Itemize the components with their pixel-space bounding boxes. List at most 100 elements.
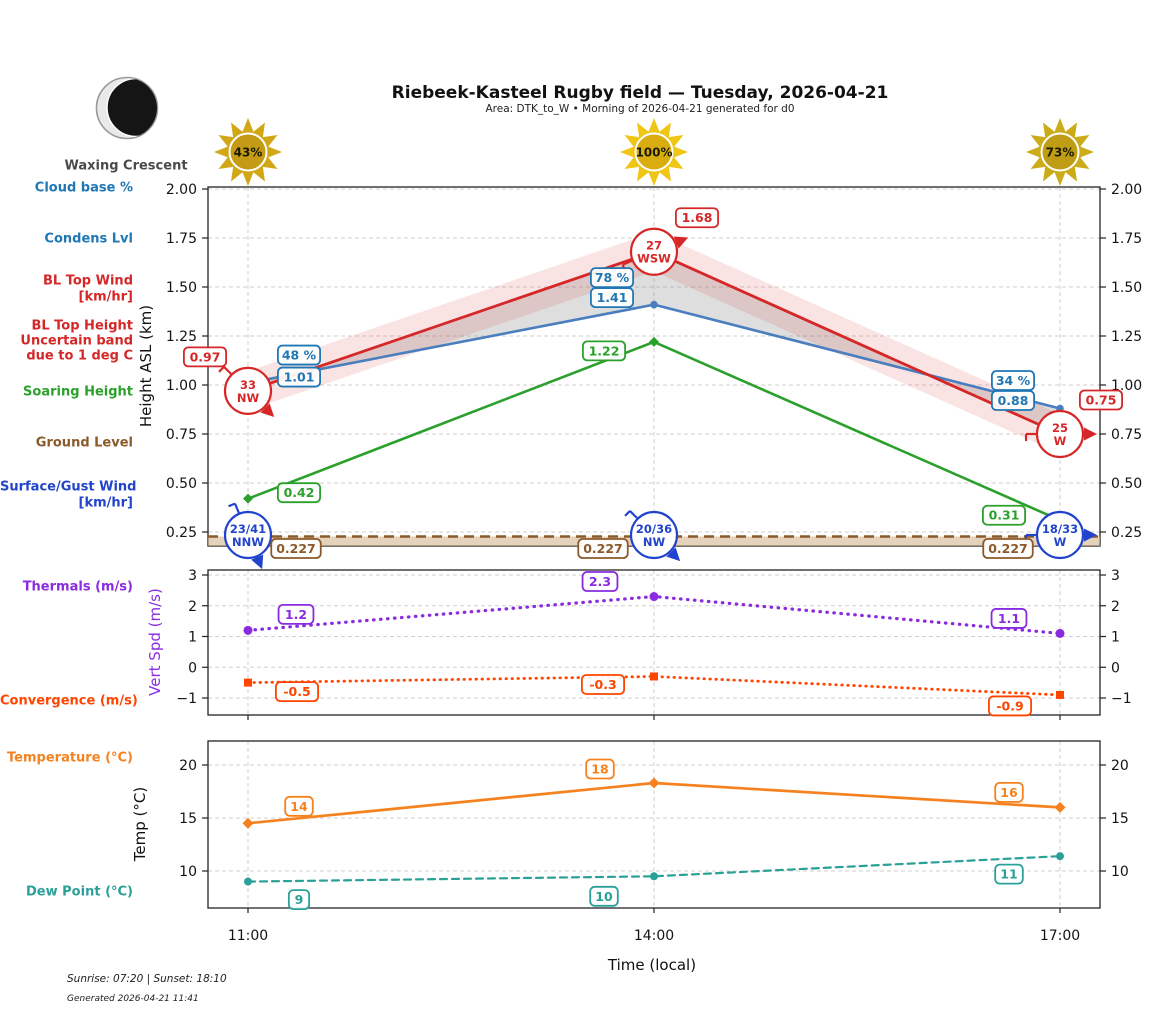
panel-temperature: 20 20 15 15 10 10 14 18 16 9 10 11 bbox=[179, 740, 1129, 913]
wind-tail bbox=[629, 510, 638, 519]
value-label-box bbox=[582, 340, 627, 362]
page-subtitle: Area: DTK_to_W • Morning of 2026-04-21 g… bbox=[485, 103, 795, 115]
y-tick-label: 1 bbox=[188, 630, 197, 646]
value-label-box bbox=[276, 366, 321, 388]
page-title: Riebeek-Kasteel Rugby field — Tuesday, 2… bbox=[391, 83, 889, 103]
value-label-box bbox=[276, 344, 321, 366]
y-tick-label: 1.25 bbox=[1111, 329, 1142, 345]
wind-speed-text: 33 bbox=[240, 378, 256, 392]
wind-dir-text: NNW bbox=[232, 535, 264, 549]
y-tick-label: 10 bbox=[179, 864, 197, 880]
y-tick-label: 1 bbox=[1111, 630, 1120, 646]
value-label: 1.68 bbox=[682, 210, 713, 225]
marker-diamond bbox=[1054, 801, 1066, 813]
y-tick-label: 20 bbox=[179, 758, 197, 774]
wind-speed-text: 20/36 bbox=[636, 522, 672, 536]
value-label: 0.88 bbox=[998, 393, 1029, 408]
wind-dir-text: W bbox=[1054, 434, 1067, 448]
x-tick-11: 11:00 bbox=[227, 928, 269, 944]
value-label-box bbox=[277, 603, 315, 625]
value-label: 1.1 bbox=[998, 611, 1020, 626]
value-label: 0.42 bbox=[284, 485, 315, 500]
y-tick-label: 15 bbox=[1111, 811, 1129, 827]
y-tick-label: 1.50 bbox=[1111, 280, 1142, 296]
y-tick-label: 1.50 bbox=[166, 280, 197, 296]
bl-condens-band bbox=[248, 251, 1060, 434]
value-label-box bbox=[270, 538, 322, 559]
value-label: 14 bbox=[290, 799, 308, 814]
value-label-box bbox=[287, 889, 311, 910]
y-tick-label: 3 bbox=[1111, 568, 1120, 584]
label-temperature: Temperature (°C) bbox=[7, 750, 133, 766]
y-tick-label: 1.25 bbox=[166, 329, 197, 345]
label-ground-level: Ground Level bbox=[35, 435, 133, 451]
wind-tail bbox=[233, 503, 240, 514]
x-axis-label: Time (local) bbox=[607, 956, 697, 974]
value-label-box bbox=[276, 482, 321, 504]
wind-tail bbox=[223, 366, 232, 375]
value-label-box bbox=[675, 207, 720, 229]
y-tick-label: 0.25 bbox=[1111, 525, 1142, 541]
wind-speed-text: 25 bbox=[1052, 421, 1068, 435]
value-label-box bbox=[284, 795, 314, 817]
label-thermals: Thermals (m/s) bbox=[22, 579, 133, 595]
y-tick-label: 0.75 bbox=[1111, 427, 1142, 443]
value-label: 9 bbox=[295, 892, 304, 907]
label-cloud-base: Cloud base % bbox=[34, 180, 133, 196]
value-label-box bbox=[988, 695, 1033, 717]
label-uncertain-band: Uncertain band bbox=[20, 333, 133, 349]
label-soaring-height: Soaring Height bbox=[23, 384, 133, 400]
value-label-box bbox=[590, 267, 635, 289]
wind-dir-text: W bbox=[1054, 535, 1067, 549]
value-label: 48 % bbox=[282, 348, 317, 363]
wind-arrowhead bbox=[673, 236, 689, 249]
value-label: 0.97 bbox=[190, 349, 221, 364]
y-tick-label: 20 bbox=[1111, 758, 1129, 774]
marker-diamond bbox=[242, 817, 254, 829]
sun-pct-text: 100% bbox=[635, 146, 672, 160]
bl-top-uncertainty-band bbox=[248, 232, 1060, 454]
y-tick-label: 0 bbox=[188, 660, 197, 676]
wind-circle bbox=[223, 510, 273, 560]
y-tick-label: −1 bbox=[1111, 691, 1132, 707]
label-bl-top-wind-units: [km/hr] bbox=[78, 289, 134, 305]
value-label: -0.9 bbox=[996, 698, 1023, 713]
marker-square bbox=[1056, 690, 1064, 699]
sun-core bbox=[228, 132, 268, 172]
value-label-box bbox=[585, 758, 615, 780]
marker-diamond bbox=[243, 493, 253, 504]
sun-pct-text: 73% bbox=[1046, 146, 1075, 160]
panel-vert-speed: 3 3 2 2 1 1 0 0 −1 −1 1.2 2.3 1.1 -0.5 -0.3 -0.9 bbox=[176, 568, 1132, 720]
value-label-box bbox=[994, 782, 1024, 803]
y-tick-label: 10 bbox=[1111, 864, 1129, 880]
sun-core bbox=[634, 132, 674, 172]
wind-arrowhead bbox=[1084, 528, 1097, 542]
wind-arrowhead bbox=[1084, 427, 1097, 441]
wind-circle bbox=[629, 227, 679, 276]
value-label-box bbox=[982, 538, 1034, 559]
marker-circle bbox=[243, 625, 253, 635]
value-label-box bbox=[982, 504, 1027, 526]
label-surface-wind: Surface/Gust Wind bbox=[0, 479, 137, 495]
temperature-line bbox=[246, 781, 1062, 825]
wind-tail-stub bbox=[218, 366, 225, 373]
marker-circle bbox=[1056, 852, 1064, 861]
wind-circle bbox=[1035, 409, 1085, 459]
generated-note: Generated 2026-04-21 11:41 bbox=[67, 994, 199, 1004]
value-label: 78 % bbox=[595, 270, 630, 285]
wind-circle bbox=[629, 510, 679, 560]
value-label-box bbox=[581, 571, 619, 592]
wind-speed-text: 27 bbox=[646, 239, 662, 253]
y-tick-label: 0.25 bbox=[166, 525, 197, 541]
marker-diamond bbox=[649, 336, 659, 347]
marker-circle bbox=[1055, 628, 1065, 638]
convergence-line bbox=[246, 675, 1062, 697]
value-label: 2.3 bbox=[589, 574, 611, 589]
y-tick-label: −1 bbox=[176, 691, 197, 707]
wind-circle bbox=[223, 366, 273, 415]
y-tick-label: 1.00 bbox=[166, 378, 197, 394]
wind-arrowhead bbox=[251, 554, 264, 570]
y-tick-label: 0.75 bbox=[166, 427, 197, 443]
marker-square bbox=[244, 678, 252, 687]
y-tick-label: 2 bbox=[1111, 599, 1120, 615]
